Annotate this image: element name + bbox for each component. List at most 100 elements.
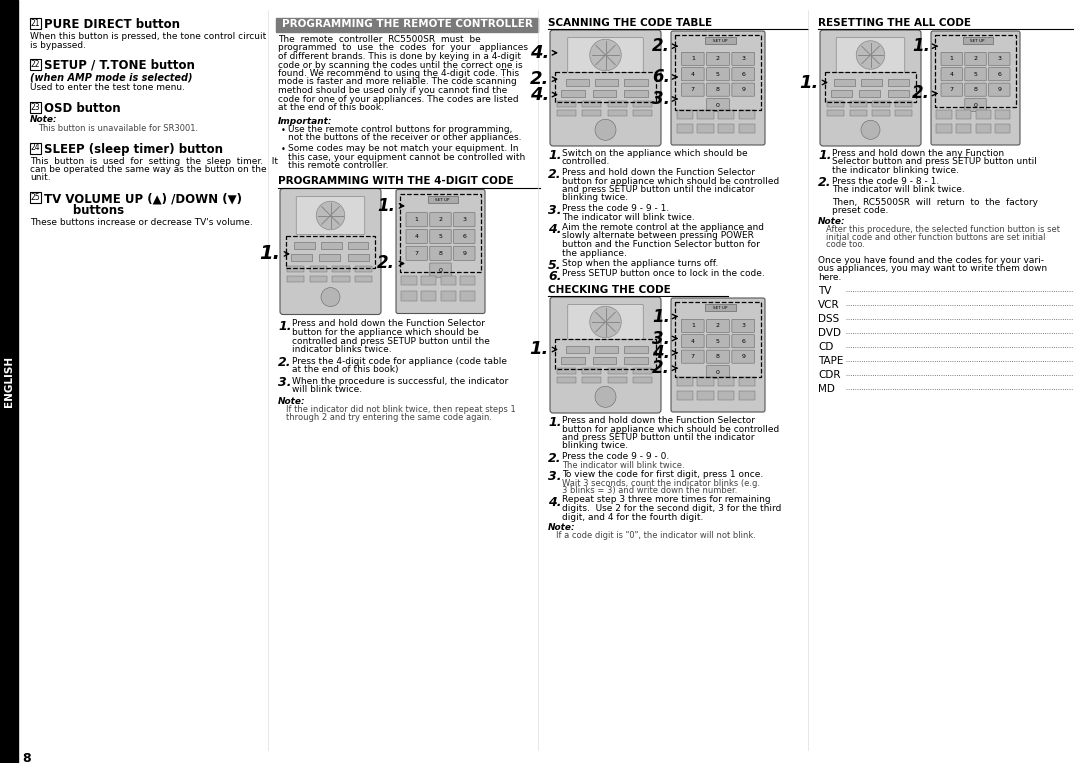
Text: blinking twice.: blinking twice. [562,194,629,202]
Text: DSS: DSS [818,314,839,324]
Text: digit, and 4 for the fourth digit.: digit, and 4 for the fourth digit. [562,513,703,521]
Text: SCANNING THE CODE TABLE: SCANNING THE CODE TABLE [548,18,712,28]
Text: found. We recommend to using the 4-digit code. This: found. We recommend to using the 4-digit… [278,69,519,78]
Bar [355,266,373,272]
Text: button for appliance which should be controlled: button for appliance which should be con… [562,424,780,433]
Bar [739,110,755,119]
Text: slowly alternate between pressing POWER: slowly alternate between pressing POWER [562,231,754,240]
FancyBboxPatch shape [454,213,475,227]
Text: Important:: Important: [278,117,333,125]
Text: When this button is pressed, the tone control circuit: When this button is pressed, the tone co… [30,32,267,41]
Text: unit.: unit. [30,173,51,182]
Text: 9: 9 [741,87,745,92]
Text: 2: 2 [973,56,977,61]
Text: 3: 3 [462,217,467,222]
Bar [566,346,589,353]
Text: 5: 5 [716,72,720,77]
Text: Some codes may be not match your equipment. In: Some codes may be not match your equipme… [288,144,518,153]
Text: code for one of your appliances. The codes are listed: code for one of your appliances. The cod… [278,95,518,104]
Text: Press the code 9 - 9 - 0.: Press the code 9 - 9 - 0. [562,452,670,461]
Text: will blink twice.: will blink twice. [292,385,362,394]
Text: 1.: 1. [548,416,562,429]
Circle shape [856,40,885,69]
Text: TV VOLUME UP (▲) /DOWN (▼): TV VOLUME UP (▲) /DOWN (▼) [44,192,242,205]
Bar [333,275,350,282]
Text: and press SETUP button until the indicator: and press SETUP button until the indicat… [562,185,755,194]
Text: programmed  to  use  the  codes  for  your   appliances: programmed to use the codes for your app… [278,43,528,53]
Text: TAPE: TAPE [818,356,843,366]
Bar [441,291,456,301]
Bar [593,357,616,364]
Text: 22: 22 [30,60,40,69]
Text: The indicator will blink twice.: The indicator will blink twice. [562,213,694,221]
FancyBboxPatch shape [706,83,729,96]
Text: Selector button and press SETUP button until: Selector button and press SETUP button u… [832,157,1037,166]
Text: mode is faster and more reliable. The code scanning: mode is faster and more reliable. The co… [278,78,516,86]
Text: blinking twice.: blinking twice. [562,442,629,450]
Text: 6: 6 [997,72,1001,77]
Bar [287,266,303,272]
Text: this case, your equipment cannot be controlled with: this case, your equipment cannot be cont… [288,153,525,162]
FancyBboxPatch shape [681,335,704,348]
Text: 3: 3 [741,324,745,328]
Bar [624,357,648,364]
Text: 3.: 3. [652,90,670,108]
Text: 2.: 2. [652,37,670,55]
Text: of different brands. This is done by keying in a 4-digit: of different brands. This is done by key… [278,52,521,61]
Text: code too.: code too. [826,240,865,250]
Text: CD: CD [818,343,834,353]
Bar [30,101,41,112]
FancyBboxPatch shape [706,335,729,348]
Bar [595,346,618,353]
Bar [718,110,734,119]
Bar [888,79,908,85]
Bar [956,110,971,119]
Bar [676,377,692,386]
Text: •: • [281,126,286,135]
Text: 1.: 1. [799,73,819,92]
Bar [624,90,648,97]
Circle shape [861,121,880,140]
Text: Once you have found and the codes for your vari-: Once you have found and the codes for yo… [818,256,1044,265]
Bar [624,346,648,353]
Text: PROGRAMMING WITH THE 4-DIGIT CODE: PROGRAMMING WITH THE 4-DIGIT CODE [278,176,514,186]
Text: SETUP / T.TONE button: SETUP / T.TONE button [44,59,194,72]
Text: through 2 and try entering the same code again.: through 2 and try entering the same code… [286,413,492,421]
Bar [895,110,913,115]
Bar [995,110,1011,119]
Bar [936,124,951,133]
Bar [633,369,651,374]
Bar [859,90,880,97]
Text: 8: 8 [973,87,977,92]
Text: This button is unavailable for SR3001.: This button is unavailable for SR3001. [38,124,198,133]
FancyBboxPatch shape [941,83,962,96]
Text: 1: 1 [691,56,694,61]
Bar [348,242,368,249]
Text: 4: 4 [415,234,419,239]
Bar [30,143,41,153]
Text: 1.: 1. [377,197,395,215]
Text: 25: 25 [30,193,40,202]
FancyBboxPatch shape [732,68,755,81]
Text: 5.: 5. [548,259,562,272]
Bar [557,101,576,107]
Bar [276,18,538,32]
Text: Note:: Note: [818,217,846,226]
Bar [582,101,602,107]
Bar [962,37,993,44]
Text: 8: 8 [22,752,30,763]
Bar [718,391,734,400]
FancyBboxPatch shape [964,68,986,81]
Text: SET UP: SET UP [713,39,727,43]
Text: PROGRAMMING THE REMOTE CONTROLLER: PROGRAMMING THE REMOTE CONTROLLER [282,19,532,29]
Text: Press the code 9 - 8 - 1.: Press the code 9 - 8 - 1. [832,176,940,185]
Bar [582,110,602,115]
Text: 3: 3 [741,56,745,61]
Bar [835,79,855,85]
Bar [562,90,584,97]
Text: 4: 4 [691,339,694,344]
Bar [850,101,866,107]
Text: indicator blinks twice.: indicator blinks twice. [292,345,392,354]
Text: Note:: Note: [30,115,57,124]
Text: 2.: 2. [548,168,562,181]
